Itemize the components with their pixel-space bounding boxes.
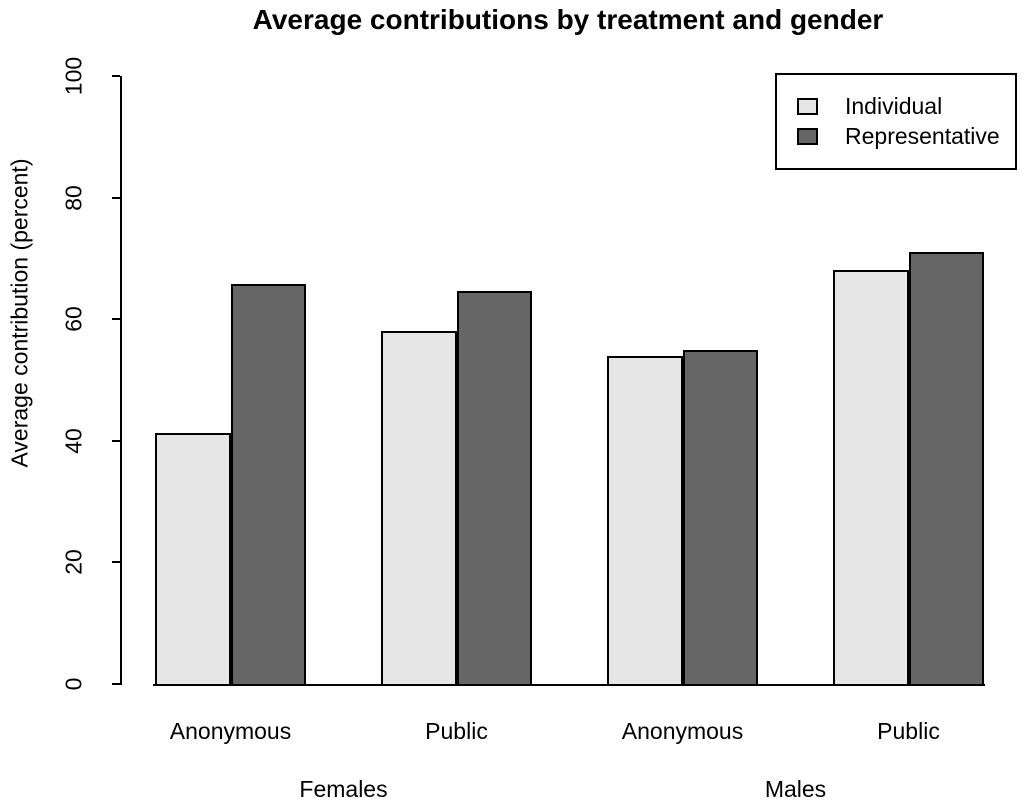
legend-label-representative: Representative [845,123,1000,149]
legend-swatch-representative [797,128,818,145]
y-tick [112,561,120,564]
bar-representative-1 [456,291,532,686]
bar-individual-3 [833,269,909,686]
chart-title: Average contributions by treatment and g… [252,4,884,35]
y-tick-label: 60 [60,306,87,332]
x-category-label: Anonymous [169,718,292,744]
bar-representative-0 [230,283,306,686]
x-group-label: Males [764,776,827,802]
bar-representative-3 [908,251,984,686]
y-tick-label: 40 [60,428,87,454]
y-tick [112,196,120,199]
x-category-label: Public [877,718,940,744]
x-category-label: Public [425,718,488,744]
legend-label-individual: Individual [845,93,943,119]
x-group-label: Females [299,776,388,802]
y-tick [112,318,120,321]
y-tick [112,75,120,77]
y-tick-label: 0 [60,677,87,691]
legend-row-representative: Representative [797,123,1015,150]
y-axis-line [120,76,122,685]
y-tick [112,683,120,685]
bar-individual-2 [607,356,683,686]
legend: Individual Representative [775,73,1017,170]
y-tick-label: 20 [60,549,87,576]
x-axis-baseline [153,684,985,686]
bar-representative-2 [682,350,758,686]
legend-row-individual: Individual [797,93,1015,120]
bar-individual-0 [155,432,231,686]
y-axis-title: Average contribution (percent) [6,158,33,468]
y-tick-label: 100 [60,56,87,96]
x-category-label: Anonymous [621,718,744,744]
legend-swatch-individual [797,98,818,115]
bar-individual-1 [381,330,457,686]
y-tick-label: 80 [60,184,87,211]
y-tick [112,439,120,442]
